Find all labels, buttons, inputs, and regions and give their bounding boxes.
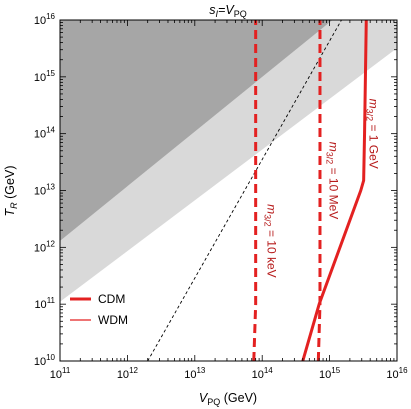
axis-tick-labels: 1011 1012 1013 1014 1015 10161010101110121013…: [34, 12, 408, 381]
title-eq: =V: [218, 3, 235, 17]
x-tick-base: 10: [184, 369, 196, 381]
x-tick-exponent: 12: [129, 366, 138, 375]
x-tick-exponent: 16: [399, 366, 408, 375]
x-tick-base: 10: [50, 369, 62, 381]
y-tick-base: 10: [34, 356, 46, 368]
x-tick-label: 1014: [252, 366, 274, 381]
x-axis-title: VPQ (GeV): [199, 391, 257, 407]
y-axis-title-sub: R: [9, 202, 19, 209]
x-tick-base: 10: [117, 369, 129, 381]
y-tick-exponent: 13: [46, 183, 55, 192]
x-tick-label: 1013: [184, 366, 206, 381]
y-tick-base: 10: [34, 186, 46, 198]
title-main: s: [209, 3, 215, 17]
y-tick-label: 1011: [34, 296, 55, 311]
annotation-mass-symbol: m: [366, 99, 380, 109]
x-axis-title-unit: (GeV): [220, 391, 257, 405]
legend-label-cdm: CDM: [98, 292, 125, 306]
legend-label-wdm: WDM: [98, 313, 128, 327]
y-tick-exponent: 14: [46, 126, 55, 135]
x-axis-title-sub: PQ: [207, 397, 220, 407]
y-tick-label: 1016: [34, 12, 56, 27]
y-tick-base: 10: [34, 129, 46, 141]
x-tick-label: 1012: [117, 366, 139, 381]
y-tick-base: 10: [34, 242, 46, 254]
y-tick-exponent: 12: [46, 239, 55, 248]
y-tick-label: 1010: [34, 353, 56, 368]
y-tick-label: 1015: [34, 69, 56, 84]
annotation-mass-value: = 10 keV: [265, 227, 279, 278]
y-tick-exponent: 10: [46, 353, 55, 362]
x-tick-base: 10: [386, 369, 398, 381]
annotation-mass-symbol: m: [265, 204, 279, 214]
x-tick-label: 1016: [386, 366, 408, 381]
plot-area: [60, 20, 397, 361]
annotation-mass-subscript: 3/2: [325, 152, 335, 165]
y-axis-title-main: T: [3, 207, 17, 216]
y-tick-exponent: 11: [47, 296, 56, 305]
annotation-mass-subscript: 3/2: [364, 109, 374, 122]
region-dark-gray-region: [60, 20, 333, 241]
annotation-m32-10mev: m3/2 = 10 MeV: [325, 142, 341, 220]
x-axis-title-main: V: [199, 391, 209, 405]
title-sub1: I: [216, 9, 219, 19]
axis-ticks: [59, 19, 398, 362]
y-tick-exponent: 16: [46, 12, 55, 21]
x-tick-exponent: 15: [331, 366, 340, 375]
x-tick-exponent: 14: [264, 366, 273, 375]
annotation-mass-symbol: m: [327, 142, 341, 152]
chart-title: sI=VPQ: [209, 3, 246, 19]
x-tick-label: 1015: [319, 366, 341, 381]
y-tick-label: 1012: [34, 239, 56, 254]
series-line-1-thin-dashed-black: [147, 20, 342, 361]
series-line-4-thick-solid-red: [301, 20, 368, 361]
title-sub2: PQ: [234, 9, 247, 19]
x-tick-base: 10: [252, 369, 264, 381]
x-tick-base: 10: [319, 369, 331, 381]
y-tick-base: 10: [34, 15, 46, 27]
y-tick-exponent: 15: [46, 69, 55, 78]
annotation-m32-10kev: m3/2 = 10 keV: [263, 204, 279, 278]
y-axis-title-unit: (GeV): [3, 166, 17, 203]
y-tick-base: 10: [34, 299, 46, 311]
x-tick-label: 1011: [50, 366, 71, 381]
annotation-m32-1gev: m3/2 = 1 GeV: [364, 99, 380, 169]
series-line-2-thick-dashed-red: [252, 20, 258, 361]
annotation-mass-subscript: 3/2: [263, 214, 273, 227]
y-tick-label: 1014: [34, 126, 56, 141]
y-axis-title: TR (GeV): [3, 166, 19, 217]
annotation-mass-value: = 10 MeV: [327, 164, 341, 219]
x-tick-exponent: 13: [196, 366, 205, 375]
x-tick-exponent: 11: [62, 366, 71, 375]
y-tick-label: 1013: [34, 183, 56, 198]
annotation-mass-value: = 1 GeV: [366, 121, 380, 169]
legend: CDM WDM: [70, 292, 128, 327]
y-tick-base: 10: [34, 72, 46, 84]
